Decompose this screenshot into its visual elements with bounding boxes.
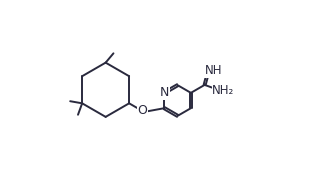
Text: O: O: [137, 104, 147, 117]
Text: NH: NH: [205, 65, 222, 77]
Text: N: N: [160, 86, 169, 99]
Text: NH₂: NH₂: [212, 84, 234, 97]
